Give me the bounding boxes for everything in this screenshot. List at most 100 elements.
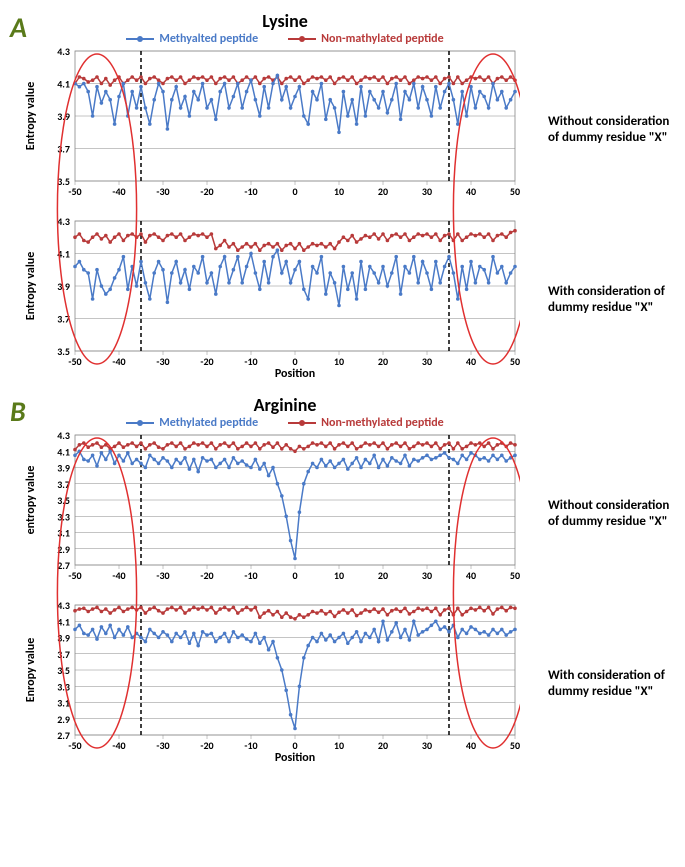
svg-text:-20: -20 [200,739,213,752]
svg-text:30: 30 [422,355,432,368]
svg-text:-10: -10 [244,569,257,582]
svg-text:Entropy value: Entropy value [24,82,38,151]
svg-text:-40: -40 [112,185,125,198]
svg-text:3.9: 3.9 [57,632,70,645]
chart-svg: 2.72.93.13.33.53.73.94.14.3-50-40-30-20-… [20,430,520,593]
svg-text:-50: -50 [68,185,81,198]
panel-B: BArginine Methylated peptide Non-methyla… [10,394,675,768]
panel-A: ALysine Methyalted peptide Non-mathylate… [10,10,675,384]
svg-text:3.7: 3.7 [57,648,70,661]
svg-text:4.1: 4.1 [57,445,70,458]
chart-row: 2.72.93.13.33.53.73.94.14.3-50-40-30-20-… [20,600,675,768]
svg-text:3.1: 3.1 [57,527,70,540]
svg-text:0: 0 [292,569,297,582]
chart-row: 3.53.73.94.14.3-50-40-30-20-100102030405… [20,46,675,214]
svg-text:Position: Position [275,367,315,379]
svg-text:-20: -20 [200,355,213,368]
legend-item-nonmethyl: Non-methylated peptide [288,416,444,430]
chart-row: 3.53.73.94.14.3-50-40-30-20-100102030405… [20,216,675,384]
svg-text:10: 10 [334,355,344,368]
svg-text:-10: -10 [244,739,257,752]
svg-text:-50: -50 [68,569,81,582]
svg-text:3.9: 3.9 [57,462,70,475]
svg-text:-40: -40 [112,739,125,752]
svg-text:-10: -10 [244,185,257,198]
svg-text:-30: -30 [156,569,169,582]
svg-text:4.3: 4.3 [57,216,70,228]
svg-text:-20: -20 [200,185,213,198]
chart-svg: 3.53.73.94.14.3-50-40-30-20-100102030405… [20,46,520,209]
svg-text:Position: Position [275,751,315,763]
svg-text:20: 20 [378,355,388,368]
svg-text:entropy value: entropy value [24,466,38,535]
svg-text:2.9: 2.9 [57,543,70,556]
svg-text:4.1: 4.1 [57,615,70,628]
svg-text:20: 20 [378,185,388,198]
svg-text:3.5: 3.5 [57,494,70,507]
svg-text:30: 30 [422,739,432,752]
svg-text:Enropy value: Enropy value [24,638,38,703]
svg-text:40: 40 [466,185,476,198]
side-label: Without consideration of dummy residue "… [540,114,675,147]
svg-text:Entropy value: Entropy value [24,252,38,321]
svg-text:10: 10 [334,739,344,752]
svg-text:40: 40 [466,355,476,368]
svg-text:50: 50 [510,739,520,752]
svg-text:0: 0 [292,185,297,198]
svg-text:4.3: 4.3 [57,600,70,612]
svg-text:3.7: 3.7 [57,313,70,326]
svg-text:3.9: 3.9 [57,280,70,293]
chart-area: 3.53.73.94.14.3-50-40-30-20-100102030405… [20,216,540,384]
svg-text:50: 50 [510,569,520,582]
side-label: With consideration of dummy residue "X" [540,284,675,317]
svg-text:20: 20 [378,739,388,752]
svg-text:4.3: 4.3 [57,430,70,442]
chart-area: 2.72.93.13.33.53.73.94.14.3-50-40-30-20-… [20,430,540,598]
svg-text:4.1: 4.1 [57,248,70,261]
svg-text:-40: -40 [112,569,125,582]
svg-text:40: 40 [466,739,476,752]
svg-text:-40: -40 [112,355,125,368]
svg-text:10: 10 [334,569,344,582]
chart-area: 3.53.73.94.14.3-50-40-30-20-100102030405… [20,46,540,214]
svg-text:3.3: 3.3 [57,510,70,523]
svg-text:-20: -20 [200,569,213,582]
chart-area: 2.72.93.13.33.53.73.94.14.3-50-40-30-20-… [20,600,540,768]
legend-item-methyl: Methyalted peptide [126,32,258,46]
svg-text:10: 10 [334,185,344,198]
svg-text:4.3: 4.3 [57,46,70,58]
svg-text:30: 30 [422,569,432,582]
legend-item-nonmethyl: Non-mathylated peptide [288,32,443,46]
panel-label: B [10,394,40,429]
svg-text:3.7: 3.7 [57,143,70,156]
svg-text:-50: -50 [68,355,81,368]
svg-text:40: 40 [466,569,476,582]
svg-text:3.5: 3.5 [57,664,70,677]
svg-text:3.1: 3.1 [57,697,70,710]
svg-text:2.9: 2.9 [57,713,70,726]
legend-item-methyl: Methylated peptide [126,416,258,430]
svg-text:-30: -30 [156,739,169,752]
svg-text:-50: -50 [68,739,81,752]
legend: Methyalted peptide Non-mathylated peptid… [40,32,530,46]
svg-text:-30: -30 [156,185,169,198]
svg-text:-30: -30 [156,355,169,368]
svg-text:-10: -10 [244,355,257,368]
chart-svg: 3.53.73.94.14.3-50-40-30-20-100102030405… [20,216,520,379]
svg-text:3.7: 3.7 [57,478,70,491]
svg-text:50: 50 [510,185,520,198]
side-label: Without consideration of dummy residue "… [540,498,675,531]
panel-title: Lysine [40,10,530,32]
svg-text:3.9: 3.9 [57,110,70,123]
panel-label: A [10,10,40,45]
svg-text:30: 30 [422,185,432,198]
legend: Methylated peptide Non-methylated peptid… [40,416,530,430]
side-label: With consideration of dummy residue "X" [540,668,675,701]
svg-text:50: 50 [510,355,520,368]
chart-row: 2.72.93.13.33.53.73.94.14.3-50-40-30-20-… [20,430,675,598]
chart-svg: 2.72.93.13.33.53.73.94.14.3-50-40-30-20-… [20,600,520,763]
panel-title: Arginine [40,394,530,416]
svg-text:4.1: 4.1 [57,78,70,91]
svg-text:20: 20 [378,569,388,582]
svg-text:3.3: 3.3 [57,680,70,693]
